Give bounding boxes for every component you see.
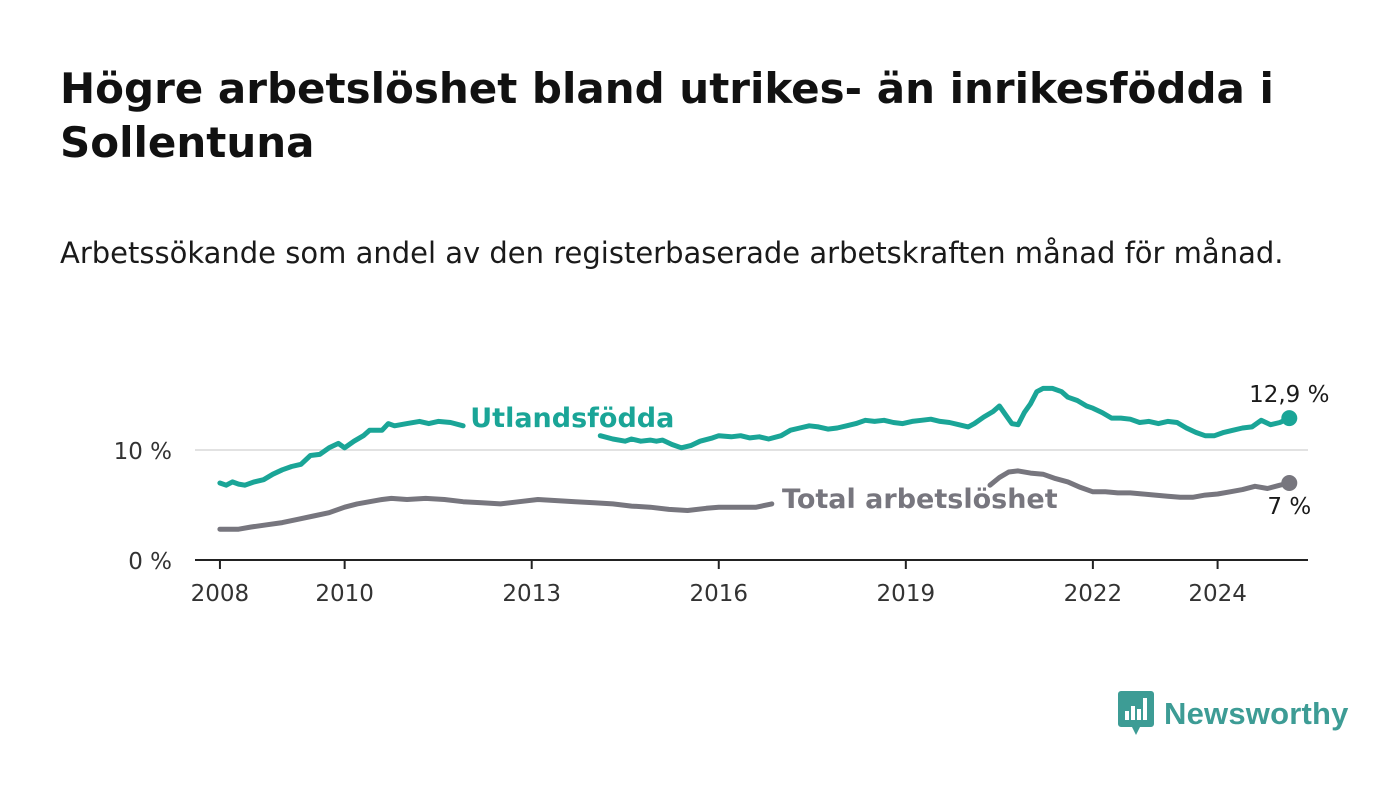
brand-name: Newsworthy <box>1164 696 1349 731</box>
newsworthy-logo-icon <box>1118 691 1154 735</box>
end-value-label: 12,9 % <box>1249 382 1329 408</box>
chart-subtitle: Arbetssökande som andel av den registerb… <box>60 236 1284 270</box>
y-tick-label: 10 % <box>114 439 172 465</box>
end-value-label: 7 % <box>1267 494 1311 520</box>
x-tick-label: 2010 <box>315 581 374 607</box>
series-end-point <box>1281 475 1298 491</box>
x-tick-label: 2022 <box>1064 581 1123 607</box>
newsworthy-logo: Newsworthy <box>1118 690 1349 738</box>
series-line-total <box>987 468 1292 500</box>
chart-title: Högre arbetslöshet bland utrikes- än inr… <box>60 64 1274 167</box>
series-name-label: Utlandsfödda <box>470 403 674 434</box>
series-line-utlandsfodda <box>597 385 1292 451</box>
x-tick-label: 2013 <box>502 581 561 607</box>
x-tick-label: 2008 <box>191 581 250 607</box>
x-tick-label: 2016 <box>689 581 748 607</box>
series-line-utlandsfodda <box>217 418 466 488</box>
line-chart: 0 % 10 % 2008 2010 2013 2016 2019 2022 2024 12,9… <box>114 382 1330 607</box>
series-line-total <box>217 495 775 532</box>
y-tick-label: 0 % <box>128 549 172 575</box>
series-name-label: Total arbetslöshet <box>782 484 1058 515</box>
x-tick-label: 2024 <box>1188 581 1247 607</box>
series-end-point <box>1281 410 1298 427</box>
x-tick-label: 2019 <box>877 581 936 607</box>
